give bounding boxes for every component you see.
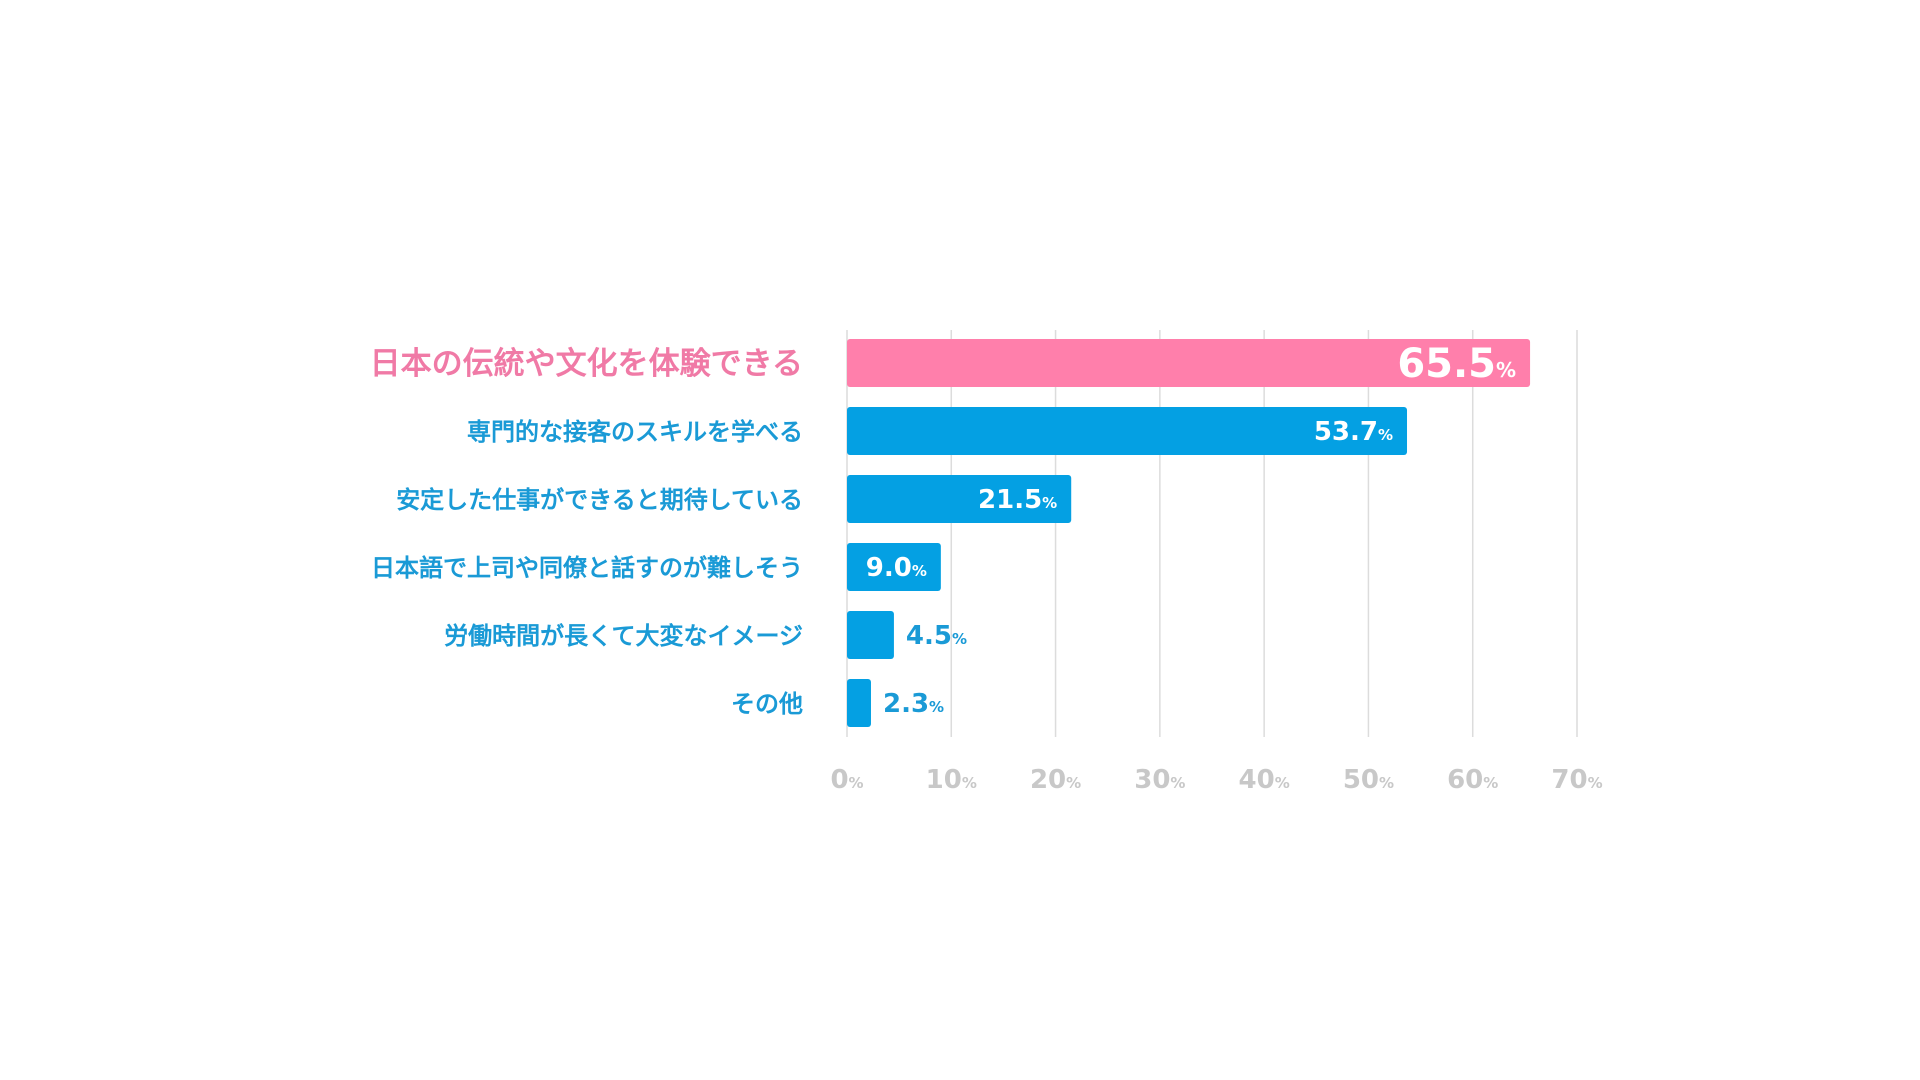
tick-value: 50 xyxy=(1343,765,1379,795)
bar-5 xyxy=(847,679,871,727)
value-unit: % xyxy=(1496,358,1516,382)
tick-unit: % xyxy=(1483,774,1498,792)
tick-label-60: 60% xyxy=(1447,765,1498,795)
value-label-2: 21.5% xyxy=(978,485,1057,515)
value-label-1: 53.7% xyxy=(1314,417,1393,447)
value-unit: % xyxy=(952,630,967,648)
category-label-3: 日本語で上司や同僚と話すのが難しそう xyxy=(371,554,803,582)
value-label-0: 65.5% xyxy=(1397,341,1516,387)
value-number: 9.0 xyxy=(866,553,912,583)
bar-1 xyxy=(847,407,1408,455)
tick-label-10: 10% xyxy=(926,765,977,795)
bar-2 xyxy=(847,475,1072,523)
tick-value: 60 xyxy=(1447,765,1483,795)
value-number: 65.5 xyxy=(1397,341,1496,387)
tick-value: 0 xyxy=(830,765,848,795)
category-label-0: 日本の伝統や文化を体験できる xyxy=(370,346,803,382)
tick-label-50: 50% xyxy=(1343,765,1394,795)
bar-0 xyxy=(847,339,1531,387)
value-unit: % xyxy=(912,562,927,580)
category-label-4: 労働時間が長くて大変なイメージ xyxy=(444,622,803,650)
value-label-5: 2.3% xyxy=(883,689,944,719)
tick-unit: % xyxy=(1588,774,1603,792)
value-unit: % xyxy=(929,698,944,716)
bars xyxy=(847,339,1531,727)
tick-label-40: 40% xyxy=(1239,765,1290,795)
category-labels: 日本の伝統や文化を体験できる専門的な接客のスキルを学べる安定した仕事ができると期… xyxy=(370,346,803,718)
tick-label-30: 30% xyxy=(1134,765,1185,795)
tick-value: 30 xyxy=(1134,765,1170,795)
category-label-2: 安定した仕事ができると期待している xyxy=(396,486,803,514)
tick-value: 40 xyxy=(1239,765,1275,795)
value-label-4: 4.5% xyxy=(906,621,967,651)
tick-label-0: 0% xyxy=(830,765,863,795)
tick-label-20: 20% xyxy=(1030,765,1081,795)
value-unit: % xyxy=(1378,426,1393,444)
x-axis-ticks: 0% 10% 20% 30% 40% 50% 60% 70% xyxy=(830,765,1602,795)
tick-value: 70 xyxy=(1551,765,1587,795)
tick-value: 20 xyxy=(1030,765,1066,795)
tick-unit: % xyxy=(1275,774,1290,792)
value-labels: 65.5%53.7%21.5%9.0%4.5%2.3% xyxy=(866,341,1516,719)
tick-label-70: 70% xyxy=(1551,765,1602,795)
value-unit: % xyxy=(1042,494,1057,512)
value-number: 21.5 xyxy=(978,485,1042,515)
value-number: 4.5 xyxy=(906,621,952,651)
value-number: 53.7 xyxy=(1314,417,1378,447)
tick-unit: % xyxy=(962,774,977,792)
gridlines xyxy=(846,330,1578,737)
category-label-1: 専門的な接客のスキルを学べる xyxy=(467,418,803,446)
tick-value: 10 xyxy=(926,765,962,795)
tick-unit: % xyxy=(1379,774,1394,792)
value-label-3: 9.0% xyxy=(866,553,927,583)
value-number: 2.3 xyxy=(883,689,929,719)
tick-unit: % xyxy=(1170,774,1185,792)
bar-3 xyxy=(847,543,941,591)
tick-unit: % xyxy=(1066,774,1081,792)
category-label-5: その他 xyxy=(731,690,803,718)
tick-unit: % xyxy=(849,774,864,792)
bar-4 xyxy=(847,611,894,659)
